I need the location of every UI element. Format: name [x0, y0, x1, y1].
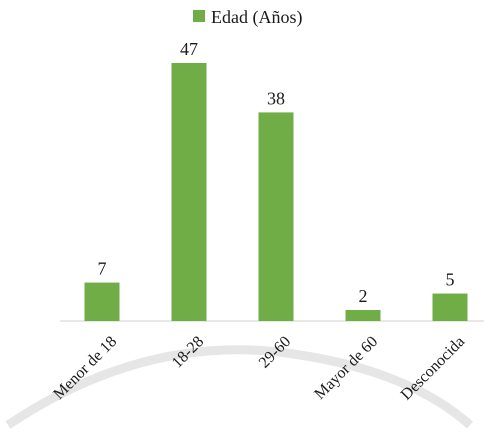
legend: Edad (Años) [193, 7, 302, 28]
legend-label: Edad (Años) [211, 7, 302, 28]
bars-layer [84, 63, 468, 321]
watermark-arc [5, 345, 473, 429]
bar-3 [345, 310, 381, 321]
data-label-3: 2 [359, 286, 368, 306]
bar-1 [171, 63, 207, 321]
bar-2 [258, 112, 294, 321]
bar-4 [432, 293, 468, 321]
data-label-2: 38 [267, 88, 285, 108]
data-label-1: 47 [180, 39, 198, 59]
bar-0 [84, 282, 120, 321]
x-tick-label-4: Desconocida [398, 333, 468, 403]
data-label-0: 7 [98, 259, 107, 279]
data-label-4: 5 [446, 270, 455, 290]
data-labels-layer: 7 47 38 2 5 [98, 39, 455, 306]
legend-swatch [193, 10, 205, 22]
